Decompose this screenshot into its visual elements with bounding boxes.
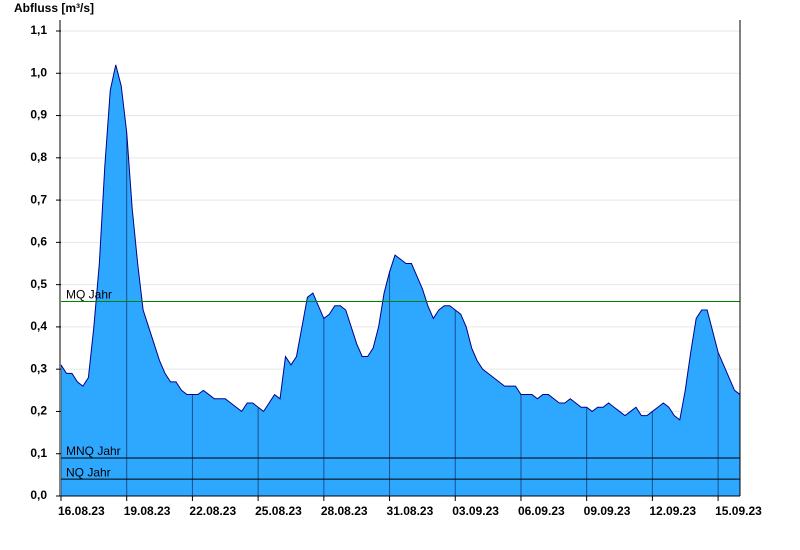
area [61, 64, 740, 496]
x-tick-label: 15.09.23 [715, 504, 762, 518]
reference-label: MNQ Jahr [66, 444, 121, 458]
y-tick-label: 1,1 [30, 23, 47, 37]
x-tick-label: 31.08.23 [387, 504, 434, 518]
y-tick-label: 0,1 [30, 446, 47, 460]
y-tick-label: 0,4 [30, 319, 47, 333]
y-tick-label: 1,0 [30, 65, 47, 79]
y-tick-label: 0,0 [30, 488, 47, 502]
x-tick-label: 03.09.23 [452, 504, 499, 518]
x-tick-label: 25.08.23 [255, 504, 302, 518]
y-tick-label: 0,6 [30, 235, 47, 249]
x-tick-label: 28.08.23 [321, 504, 368, 518]
area-line [60, 64, 741, 421]
x-tick-label: 16.08.23 [58, 504, 105, 518]
reference-label: MQ Jahr [66, 288, 112, 302]
y-tick-label: 0,7 [30, 192, 47, 206]
x-tick-label: 19.08.23 [124, 504, 171, 518]
reference-label: NQ Jahr [66, 465, 111, 479]
y-tick-label: 0,9 [30, 108, 47, 122]
y-tick-label: 0,5 [30, 277, 47, 291]
x-tick-label: 22.08.23 [189, 504, 236, 518]
x-tick-label: 06.09.23 [518, 504, 565, 518]
y-tick-label: 0,8 [30, 150, 47, 164]
x-tick-label: 09.09.23 [584, 504, 631, 518]
y-tick-label: 0,3 [30, 361, 47, 375]
x-tick-label: 12.09.23 [649, 504, 696, 518]
y-tick-label: 0,2 [30, 404, 47, 418]
y-axis-title: Abfluss [m³/s] [14, 1, 94, 15]
